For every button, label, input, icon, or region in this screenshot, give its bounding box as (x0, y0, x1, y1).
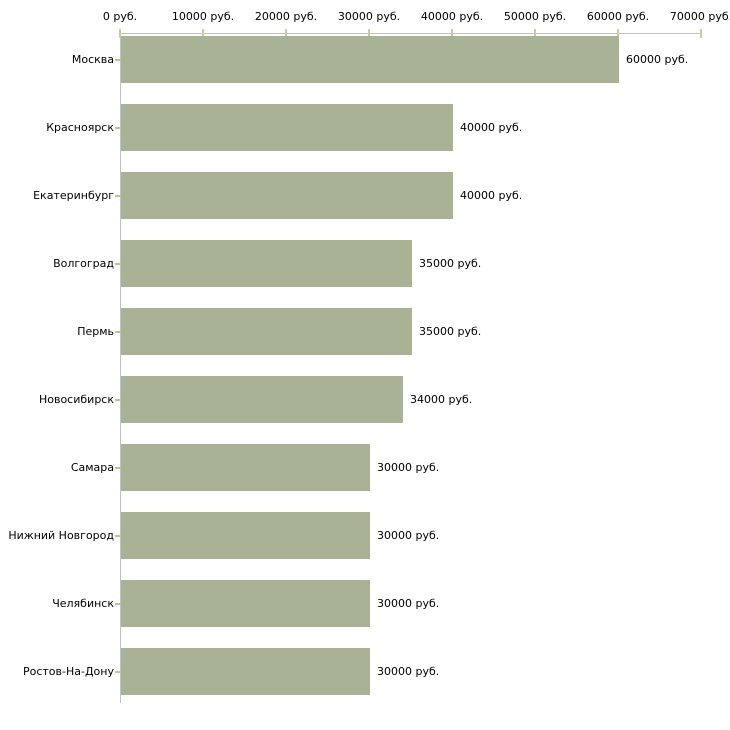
category-label: Новосибирск (38, 393, 114, 406)
category-label: Екатеринбург (33, 189, 114, 202)
x-axis-tick-mark (617, 29, 619, 38)
value-label: 40000 руб. (460, 189, 523, 202)
bar (121, 444, 370, 491)
y-axis-tick-mark (115, 671, 121, 673)
x-axis-tick-mark (368, 29, 370, 38)
value-label: 60000 руб. (626, 53, 689, 66)
bar (121, 172, 453, 219)
category-label: Нижний Новгород (8, 529, 114, 542)
value-label: 30000 руб. (377, 665, 440, 678)
x-axis-tick-label: 10000 руб. (171, 10, 235, 23)
x-axis-tick-label: 50000 руб. (503, 10, 567, 23)
y-axis-tick-mark (115, 535, 121, 537)
bar (121, 648, 370, 695)
value-label: 30000 руб. (377, 529, 440, 542)
x-axis-tick-mark (451, 29, 453, 38)
value-label: 35000 руб. (419, 257, 482, 270)
x-axis-tick-mark (202, 29, 204, 38)
value-label: 35000 руб. (419, 325, 482, 338)
bar (121, 240, 412, 287)
bar (121, 308, 412, 355)
y-axis-line (120, 33, 121, 703)
x-axis-tick-mark (534, 29, 536, 38)
y-axis-tick-mark (115, 399, 121, 401)
bar (121, 512, 370, 559)
x-axis-tick-label: 30000 руб. (337, 10, 401, 23)
y-axis-tick-mark (115, 331, 121, 333)
x-axis-line (120, 33, 702, 34)
value-label: 40000 руб. (460, 121, 523, 134)
value-label: 30000 руб. (377, 461, 440, 474)
x-axis-tick-label: 0 руб. (102, 10, 138, 23)
x-axis-tick-mark (285, 29, 287, 38)
value-label: 30000 руб. (377, 597, 440, 610)
category-label: Ростов-На-Дону (22, 665, 114, 678)
x-axis-tick-label: 20000 руб. (254, 10, 318, 23)
y-axis-tick-mark (115, 195, 121, 197)
category-label: Самара (70, 461, 114, 474)
bar (121, 580, 370, 627)
x-axis-tick-label: 70000 руб. (669, 10, 730, 23)
value-label: 34000 руб. (410, 393, 473, 406)
x-axis-tick-label: 60000 руб. (586, 10, 650, 23)
x-axis-tick-label: 40000 руб. (420, 10, 484, 23)
category-label: Москва (71, 53, 114, 66)
bar (121, 36, 619, 83)
y-axis-tick-mark (115, 603, 121, 605)
category-label: Челябинск (52, 597, 114, 610)
y-axis-tick-mark (115, 467, 121, 469)
y-axis-tick-mark (115, 59, 121, 61)
x-axis-tick-mark (700, 29, 702, 38)
category-label: Волгоград (53, 257, 114, 270)
y-axis-tick-mark (115, 263, 121, 265)
category-label: Пермь (77, 325, 114, 338)
bar (121, 376, 403, 423)
bar (121, 104, 453, 151)
y-axis-tick-mark (115, 127, 121, 129)
x-axis-tick-mark (119, 29, 121, 38)
category-label: Красноярск (46, 121, 114, 134)
